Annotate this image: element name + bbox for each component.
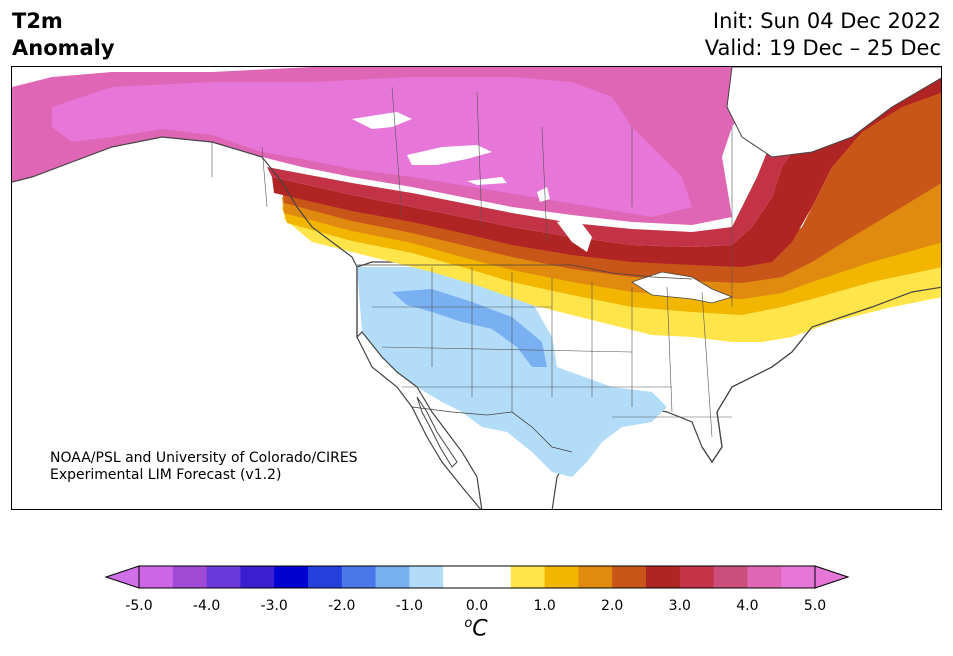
colorbar [104,565,850,589]
colorbar-cell [612,566,647,588]
coastline-east [701,286,941,464]
init-date: Init: Sun 04 Dec 2022 [712,9,941,33]
title-line-1: T2m [12,9,63,33]
colorbar-unit: oC [464,616,487,641]
colorbar-cell [240,566,275,588]
land-greenland [726,67,941,158]
colorbar-cells [139,566,816,588]
valid-date: Valid: 19 Dec – 25 Dec [704,36,941,60]
lake-5 [537,187,550,202]
colorbar-tick-label: 5.0 [803,598,827,614]
border-us-canada [357,264,693,280]
colorbar-cell [375,566,410,588]
colorbar-cell [477,566,512,588]
colorbar-cell [781,566,816,588]
colorbar-under-arrow [104,565,140,589]
colorbar-cell [139,566,174,588]
colorbar-cell [747,566,782,588]
colorbar-tick-label: 1.0 [533,598,556,614]
colorbar-cell [341,566,377,588]
map-title: T2m Anomaly [12,8,115,62]
colorbar-over-arrow [814,565,850,589]
anomaly-red-band [272,67,941,267]
anomaly-magenta-core [52,77,692,217]
anomaly-map: NOAA/PSL and University of Colorado/CIRE… [11,66,942,510]
great-lakes [631,271,734,304]
anomaly-orange-band [282,178,941,299]
credit-line-1: NOAA/PSL and University of Colorado/CIRE… [50,450,358,466]
forecast-dates: Init: Sun 04 Dec 2022 Valid: 19 Dec – 25… [705,8,941,62]
anomaly-cold-inner [392,289,547,367]
colorbar-tick-label: -1.0 [395,598,424,614]
colorbar-cell [308,566,343,588]
anomaly-rust-band [282,87,941,283]
colorbar-tick-label: 4.0 [736,598,759,614]
province-lines [211,86,733,307]
colorbar-cell [206,566,241,588]
lake-3 [467,177,507,185]
lake-2 [407,145,492,165]
colorbar-cell [443,566,478,588]
colorbar-tick-label: 0.0 [465,598,489,614]
colorbar-cell [409,566,444,588]
colorbar-tick-label: 2.0 [601,598,624,614]
colorbar-cell [713,566,748,588]
colorbar-cell [578,566,613,588]
colorbar-tick-label: -4.0 [192,598,221,614]
lake-4 [557,217,592,252]
title-line-2: Anomaly [12,36,115,60]
coastline-west [12,136,483,509]
anomaly-yellow-band [282,217,941,342]
colorbar-cell [646,566,681,588]
lake-1 [352,112,412,129]
colorbar-outline [138,565,816,589]
state-lines [372,267,732,438]
baja-peninsula [416,396,458,468]
colorbar-tick-label: -2.0 [328,598,356,614]
colorbar-tick-label: 3.0 [668,598,691,614]
credit-line-2: Experimental LIM Forecast (v1.2) [50,467,282,483]
colorbar-tick-label: -3.0 [260,598,288,614]
colorbar-cell [679,566,715,588]
anomaly-crimson-band [267,67,912,247]
unit-celsius: C [472,616,488,642]
colorbar-cell [510,566,546,588]
unit-degree: o [464,616,473,631]
credit-text: NOAA/PSL and University of Colorado/CIRE… [50,450,358,484]
colorbar-tick-label: -5.0 [125,598,153,614]
colorbar-cell [544,566,579,588]
colorbar-cell [172,566,208,588]
anomaly-gold-band [282,207,941,315]
map-canvas [12,67,941,509]
colorbar-cell [274,566,309,588]
